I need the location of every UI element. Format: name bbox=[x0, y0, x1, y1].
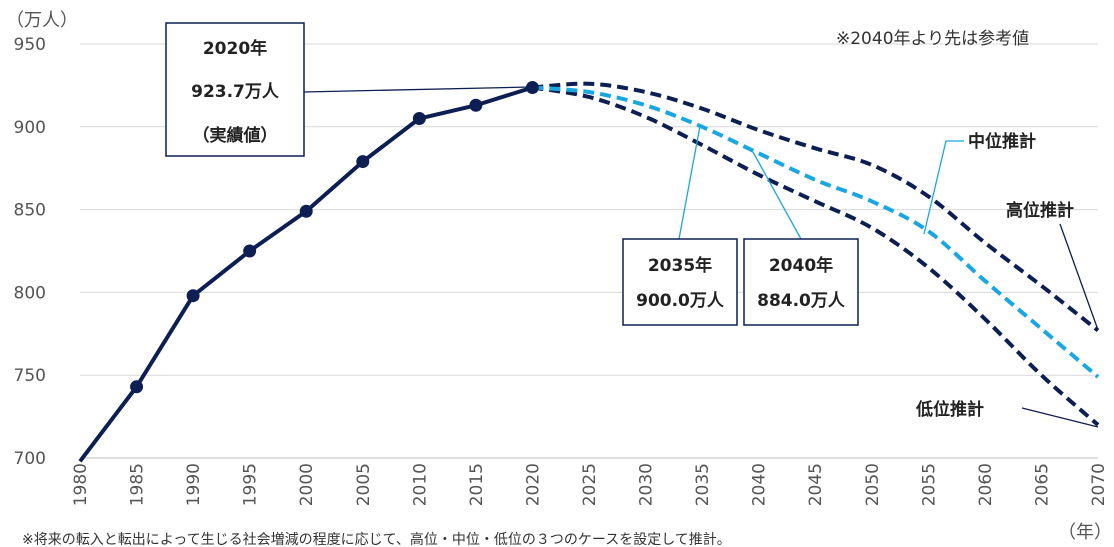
x-tick-label: 2015 bbox=[467, 463, 487, 506]
x-tick-label: 1990 bbox=[184, 463, 204, 506]
annotation-2040-box bbox=[743, 238, 859, 326]
data-point-marker bbox=[469, 98, 483, 112]
annotation-2020-box bbox=[165, 22, 305, 157]
annotation-2040-value: 884.0万人 bbox=[757, 291, 846, 311]
x-tick-label: 2000 bbox=[297, 463, 317, 506]
label-low-leader bbox=[1021, 407, 1099, 428]
y-axis-tick-labels: 700 750 800 850 900 950 bbox=[14, 35, 46, 469]
annotation-2035-box bbox=[622, 238, 738, 326]
y-tick-label: 950 bbox=[14, 35, 46, 55]
footnote: ※将来の転入と転出によって生じる社会増減の程度に応じて、高位・中位・低位の３つの… bbox=[22, 531, 731, 547]
annotation-2035: 2035年 900.0万人 bbox=[622, 125, 738, 326]
y-tick-label: 800 bbox=[14, 283, 46, 303]
x-tick-label: 2045 bbox=[806, 463, 826, 506]
x-tick-label: 2035 bbox=[693, 463, 713, 506]
x-tick-label: 1995 bbox=[241, 463, 261, 506]
annotation-2035-year: 2035年 bbox=[648, 255, 712, 276]
y-tick-label: 750 bbox=[14, 366, 46, 386]
x-tick-label: 2065 bbox=[1032, 463, 1052, 506]
data-point-marker bbox=[186, 289, 200, 303]
series-line-0 bbox=[78, 85, 534, 463]
annotation-2040-year: 2040年 bbox=[769, 255, 833, 276]
x-tick-label: 2005 bbox=[354, 463, 374, 506]
x-tick-label: 2070 bbox=[1089, 463, 1109, 506]
annotation-2020-year: 2020年 bbox=[203, 38, 267, 59]
data-point-marker bbox=[130, 380, 144, 394]
y-tick-label: 900 bbox=[14, 118, 46, 138]
label-mid-leader-b bbox=[923, 140, 947, 235]
data-point-marker bbox=[525, 81, 539, 95]
x-tick-label: 2020 bbox=[523, 463, 543, 506]
data-point-marker bbox=[299, 204, 313, 218]
x-tick-label: 2055 bbox=[919, 463, 939, 506]
label-mid-projection: 中位推計 bbox=[968, 131, 1036, 152]
annotation-2020-value: 923.7万人 bbox=[191, 82, 280, 102]
x-tick-label: 2030 bbox=[637, 463, 657, 506]
data-point-marker bbox=[412, 112, 426, 126]
x-tick-label: 1980 bbox=[71, 463, 91, 506]
x-tick-label: 2025 bbox=[580, 463, 600, 506]
x-tick-label: 2040 bbox=[750, 463, 770, 506]
x-tick-label: 2050 bbox=[863, 463, 883, 506]
annotation-2035-leader bbox=[678, 125, 701, 240]
annotation-2020: 2020年 923.7万人 （実績値） bbox=[165, 22, 531, 157]
annotation-2035-value: 900.0万人 bbox=[636, 291, 725, 311]
y-tick-label: 700 bbox=[14, 449, 46, 469]
x-tick-label: 2060 bbox=[976, 463, 996, 506]
label-high-projection: 高位推計 bbox=[1006, 200, 1074, 221]
actual-markers bbox=[130, 81, 539, 394]
annotation-2020-kind: （実績値） bbox=[193, 125, 278, 146]
reference-note: ※2040年より先は参考値 bbox=[836, 29, 1029, 49]
data-point-marker bbox=[356, 155, 370, 169]
label-low-projection: 低位推計 bbox=[915, 399, 984, 420]
data-point-marker bbox=[243, 244, 257, 258]
y-axis-unit: （万人） bbox=[6, 10, 78, 31]
x-tick-label: 2010 bbox=[410, 463, 430, 506]
series-line-1 bbox=[532, 81, 1100, 333]
annotation-2020-leader bbox=[303, 86, 531, 93]
x-axis-tick-labels: 1980 1985 1990 1995 2000 2005 2010 2015 2020 2025… bbox=[71, 463, 1109, 506]
y-tick-label: 850 bbox=[14, 201, 46, 221]
annotation-2040: 2040年 884.0万人 bbox=[743, 151, 859, 326]
series-line-3 bbox=[532, 85, 1100, 427]
label-high-leader bbox=[1059, 223, 1099, 331]
x-axis-unit: （年） bbox=[1058, 522, 1112, 543]
series-line-2 bbox=[532, 85, 1100, 379]
annotation-2040-leader bbox=[752, 151, 802, 240]
x-tick-label: 1985 bbox=[128, 463, 148, 506]
